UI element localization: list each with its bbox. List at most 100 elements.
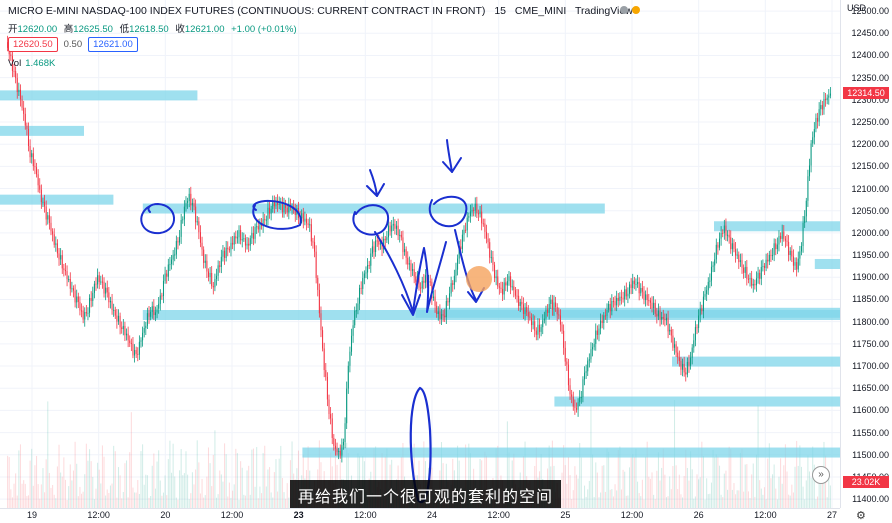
symbol-title[interactable]: MICRO E-MINI NASDAQ-100 INDEX FUTURES (C…	[8, 5, 486, 17]
candle-body	[190, 193, 192, 206]
volume-bar	[187, 474, 189, 508]
volume-bar	[741, 448, 743, 508]
volume-bar	[669, 476, 671, 508]
candle-body	[227, 247, 229, 250]
volume-bar	[680, 494, 682, 508]
time-tick: 12:00	[487, 510, 510, 520]
interval-label[interactable]: 15	[494, 5, 506, 17]
candle-body	[339, 450, 341, 456]
volume-bar	[617, 449, 619, 508]
candle-body	[386, 237, 388, 241]
volume-bar	[71, 480, 73, 508]
candlestick-chart[interactable]	[0, 0, 840, 508]
market-status-icon[interactable]	[632, 6, 640, 14]
buy-button[interactable]: 12621.00	[88, 37, 138, 52]
volume-bar	[780, 458, 782, 508]
volume-bar	[269, 467, 271, 508]
volume-bar	[616, 490, 618, 508]
candle-body	[490, 257, 492, 259]
candle-body	[317, 277, 319, 290]
candle-body	[585, 371, 587, 373]
price-tick: 11500.00	[852, 449, 889, 460]
candle-body	[476, 203, 478, 214]
volume-bar	[640, 496, 642, 508]
volume-bar	[142, 444, 144, 508]
candle-body	[50, 222, 52, 232]
volume-bar	[585, 496, 587, 508]
candle-body	[553, 302, 555, 310]
candle-body	[746, 266, 748, 279]
candle-body	[580, 397, 582, 399]
volume-bar	[649, 478, 651, 508]
candle-body	[198, 221, 200, 233]
volume-bar	[84, 474, 86, 508]
settings-gear-icon[interactable]: ⚙	[856, 510, 866, 522]
sell-button[interactable]: 12620.50	[8, 37, 58, 52]
candle-body	[272, 202, 274, 209]
candle-body	[521, 301, 523, 305]
volume-bar	[34, 465, 36, 508]
candle-body	[704, 294, 706, 297]
candle-body	[368, 265, 370, 267]
price-candles	[7, 35, 831, 463]
volume-bar	[161, 495, 163, 508]
volume-bar	[506, 421, 508, 508]
volume-bar	[799, 445, 801, 508]
volume-bar	[638, 493, 640, 508]
volume-bar	[179, 470, 181, 508]
candle-body	[733, 243, 735, 249]
volume-bar	[661, 467, 663, 508]
volume-bar	[42, 468, 44, 508]
volume-bar	[675, 465, 677, 508]
candle-body	[318, 289, 320, 314]
price-tick: 12350.00	[851, 72, 889, 83]
candle-body	[262, 219, 264, 227]
candle-body	[53, 234, 55, 245]
candle-body	[643, 291, 645, 301]
volume-bar	[81, 493, 83, 508]
price-tick: 11400.00	[852, 494, 889, 505]
candle-body	[637, 281, 639, 284]
candle-body	[759, 272, 761, 279]
volume-bar	[813, 464, 815, 508]
candle-body	[124, 325, 126, 336]
volume-bar	[733, 483, 735, 508]
volume-bar	[571, 499, 573, 508]
chart-area[interactable]: MICRO E-MINI NASDAQ-100 INDEX FUTURES (C…	[0, 0, 840, 508]
volume-bar	[627, 495, 629, 508]
price-zone	[714, 221, 840, 232]
volume-bar	[624, 471, 626, 508]
volume-bar	[170, 472, 173, 508]
candle-body	[48, 215, 50, 223]
time-tick: 19	[26, 510, 38, 520]
candle-body	[114, 309, 116, 316]
candle-body	[126, 333, 128, 336]
volume-bar	[190, 493, 192, 508]
scroll-to-realtime-button[interactable]: »	[812, 466, 830, 484]
status-dot-icon[interactable]	[620, 6, 628, 14]
volume-bar	[334, 449, 336, 508]
candle-body	[154, 312, 156, 316]
volume-bar	[281, 477, 283, 508]
candle-body	[747, 278, 749, 280]
volume-legend[interactable]: Vol 1.468K	[8, 58, 55, 69]
annotation-arrow	[366, 183, 385, 197]
candle-body	[503, 282, 505, 295]
candle-body	[346, 388, 348, 424]
volume-bar	[775, 488, 777, 508]
time-tick: 12:00	[87, 510, 110, 520]
candle-body	[592, 347, 594, 350]
candle-body	[233, 236, 235, 245]
candle-body	[654, 302, 656, 314]
volume-bar	[198, 462, 200, 508]
candle-body	[680, 361, 682, 370]
candle-body	[188, 193, 190, 202]
volume-bar	[169, 440, 171, 508]
candle-body	[264, 219, 266, 221]
candle-body	[468, 216, 470, 218]
candle-body	[725, 225, 727, 236]
price-axis[interactable]: USD 12500.00 12450.00 12400.00 12350.00 1230…	[840, 0, 892, 508]
time-axis[interactable]: 19 12:00 20 12:00 23 12:00 24 12:00 25 12:00 26 12:…	[0, 508, 840, 523]
volume-bar	[89, 449, 91, 508]
source-label: TradingView	[575, 5, 633, 17]
